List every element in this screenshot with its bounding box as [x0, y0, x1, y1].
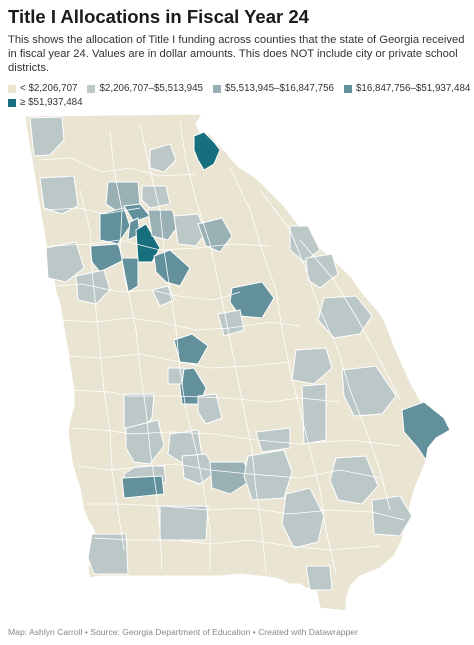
legend-swatch [213, 84, 221, 93]
county-46 [87, 533, 129, 575]
county-16 [153, 249, 191, 287]
legend-label: $16,847,756–$51,937,484 [355, 83, 471, 94]
legend-item-4: $16,847,756–$51,937,484 [343, 83, 471, 94]
county-border-1 [39, 157, 197, 177]
legend-item-1: < $2,206,707 [8, 83, 77, 94]
legend-row: ≥ $51,937,484 [8, 96, 468, 109]
county-43 [371, 495, 413, 537]
county-29 [291, 347, 333, 385]
county-20 [289, 225, 321, 263]
legend-label: ≥ $51,937,484 [20, 97, 83, 108]
state-outline [24, 113, 451, 612]
county-13 [197, 217, 233, 253]
legend-swatch [343, 84, 352, 93]
county-borders [39, 121, 405, 575]
county-39 [209, 461, 253, 495]
legend-label: $2,206,707–$5,513,945 [99, 83, 203, 94]
county-17 [151, 285, 175, 307]
county-border-8 [71, 427, 401, 447]
county-37 [121, 475, 165, 499]
county-44 [281, 487, 325, 549]
map-credits: Map: Ashlyn Carroll • Source: Georgia De… [8, 627, 358, 637]
legend-item-2: $2,206,707–$5,513,945 [87, 83, 203, 94]
county-19 [75, 269, 111, 305]
county-3 [193, 131, 221, 171]
county-32 [401, 401, 451, 462]
legend: < $2,206,707 $2,206,707–$5,513,945 $5,51… [8, 82, 471, 110]
county-41 [255, 427, 291, 453]
county-45 [159, 505, 209, 541]
legend-swatch [8, 98, 16, 107]
county-border-4 [55, 283, 241, 301]
county-border-6 [65, 353, 291, 369]
county-6 [141, 185, 171, 209]
chart-title: Title I Allocations in Fiscal Year 24 [8, 6, 309, 27]
georgia-state-shape [24, 113, 451, 612]
legend-label: $5,513,945–$16,847,756 [225, 83, 334, 94]
legend-item-3: $5,513,945–$16,847,756 [213, 83, 334, 94]
county-border-5 [59, 317, 301, 331]
georgia-county-map [24, 113, 451, 612]
county-border-16 [229, 167, 337, 575]
county-34 [125, 419, 165, 465]
county-21 [305, 253, 339, 289]
county-border-14 [139, 123, 211, 572]
chart-subtitle: This shows the allocation of Title I fun… [8, 34, 465, 74]
county-28 [197, 393, 223, 425]
county-42 [329, 455, 379, 505]
county-40 [243, 449, 293, 501]
county-border-13 [109, 129, 163, 571]
county-border-17 [259, 189, 391, 511]
county-30 [301, 383, 327, 445]
county-38 [181, 453, 217, 485]
county-4 [39, 175, 79, 215]
county-border-15 [179, 121, 267, 575]
legend-swatch [87, 84, 96, 93]
county-border-9 [77, 463, 381, 479]
legend-row: < $2,206,707 $2,206,707–$5,513,945 $5,51… [8, 82, 471, 95]
county-border-10 [84, 503, 405, 521]
county-border-18 [299, 239, 401, 401]
county-1 [29, 116, 65, 157]
county-18 [45, 241, 85, 283]
county-22 [229, 281, 275, 319]
county-border-7 [71, 389, 341, 403]
legend-swatch [8, 84, 16, 93]
county-border-3 [49, 239, 271, 251]
county-12 [173, 213, 207, 247]
county-11 [147, 209, 179, 241]
legend-label: < $2,206,707 [20, 83, 78, 94]
county-15 [121, 257, 139, 293]
county-border-12 [79, 189, 125, 551]
county-47 [305, 565, 333, 591]
county-2 [149, 143, 177, 173]
county-7 [99, 207, 131, 245]
county-24 [317, 295, 373, 339]
legend-item-5: ≥ $51,937,484 [8, 97, 83, 108]
county-border-11 [93, 537, 381, 551]
